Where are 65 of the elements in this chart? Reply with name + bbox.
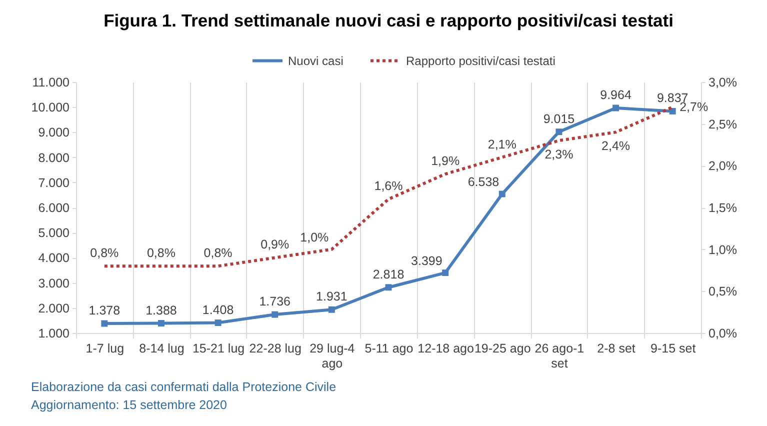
data-label: 9.964 xyxy=(600,88,632,102)
x-tick-label: 29 lug-4 ago xyxy=(310,342,355,370)
y2-tick-label: 1,5% xyxy=(708,201,737,215)
point xyxy=(158,320,164,326)
point xyxy=(612,104,620,112)
data-label: 1.408 xyxy=(202,302,234,317)
point xyxy=(385,284,392,291)
data-label: 2.818 xyxy=(372,267,404,282)
data-label: 2,4% xyxy=(602,139,630,154)
point xyxy=(556,128,562,136)
data-label: 1,6% xyxy=(374,179,403,194)
point xyxy=(101,320,108,327)
data-label: 1,9% xyxy=(431,154,460,168)
x-tick-label: 19-25 ago xyxy=(474,342,531,356)
point xyxy=(442,270,449,276)
chart-title: Figura 1. Trend settimanale nuovi casi e rapporto positivi/casi testati xyxy=(104,10,674,30)
x-tick-label: 1-7 lug xyxy=(86,342,124,356)
data-label: 1.931 xyxy=(316,290,348,304)
point xyxy=(272,311,278,318)
x-tick-label: 12-18 ago xyxy=(418,342,474,356)
data-label: 2,1% xyxy=(488,137,516,152)
x-tick-label: 22-28 lug xyxy=(249,342,302,356)
y2-tick-label: 1,0% xyxy=(708,242,737,257)
data-label: 0,8% xyxy=(90,246,119,260)
y2-tick-label: 2,0% xyxy=(708,159,737,174)
data-label: 2,3% xyxy=(544,148,574,162)
point xyxy=(669,108,676,114)
y2-tick-label: 0,5% xyxy=(708,284,737,299)
point xyxy=(498,190,506,198)
y-tick-label: 6.000 xyxy=(38,201,70,215)
point xyxy=(214,320,222,326)
data-label: 1.378 xyxy=(88,304,120,318)
y-tick-label: 1.000 xyxy=(38,326,70,340)
data-label: 1.388 xyxy=(146,303,177,318)
y2-tick-label: 0,0% xyxy=(708,326,737,340)
y-tick-label: 11.000 xyxy=(32,76,70,90)
legend-label: Nuovi casi xyxy=(288,54,344,68)
x-tick-label: 15-21 lug xyxy=(192,342,245,356)
y-tick-label: 4.000 xyxy=(38,251,70,266)
text: Aggiornamento: 15 settembre 2020 xyxy=(31,398,228,412)
y-tick-label: 5.000 xyxy=(38,226,70,240)
data-label: 1,0% xyxy=(300,230,329,244)
y2-tick-label: 2,5% xyxy=(708,117,737,132)
y-tick-label: 7.000 xyxy=(38,176,70,190)
y2-tick-label: 3,0% xyxy=(708,76,737,90)
y-tick-label: 3.000 xyxy=(38,276,70,290)
x-tick-label: 2-8 set xyxy=(597,342,636,356)
data-label: 0,8% xyxy=(204,246,232,260)
data-label: 0,9% xyxy=(260,238,290,252)
data-label: 3.399 xyxy=(411,254,442,268)
y-tick-label: 9.000 xyxy=(38,126,70,140)
data-label: 6.538 xyxy=(468,174,500,189)
y-tick-label: 2.000 xyxy=(38,301,70,316)
point xyxy=(328,306,335,313)
y-tick-label: 8.000 xyxy=(38,150,70,165)
data-label: 9.015 xyxy=(543,112,575,126)
x-tick-label: 9-15 set xyxy=(650,342,696,356)
x-tick-label: 5-11 ago xyxy=(364,342,414,356)
data-label: 1.736 xyxy=(259,294,291,309)
x-tick-label: 26 ago-1 set xyxy=(534,342,584,370)
x-tick-label: 8-14 lug xyxy=(139,342,184,356)
y-tick-label: 10.000 xyxy=(31,100,70,115)
text: Elaborazione da casi confermati dalla Protezione Civile xyxy=(31,380,336,394)
legend-label: Rapporto positivi/casi testati xyxy=(406,54,556,68)
data-label: 0,8% xyxy=(146,246,176,260)
